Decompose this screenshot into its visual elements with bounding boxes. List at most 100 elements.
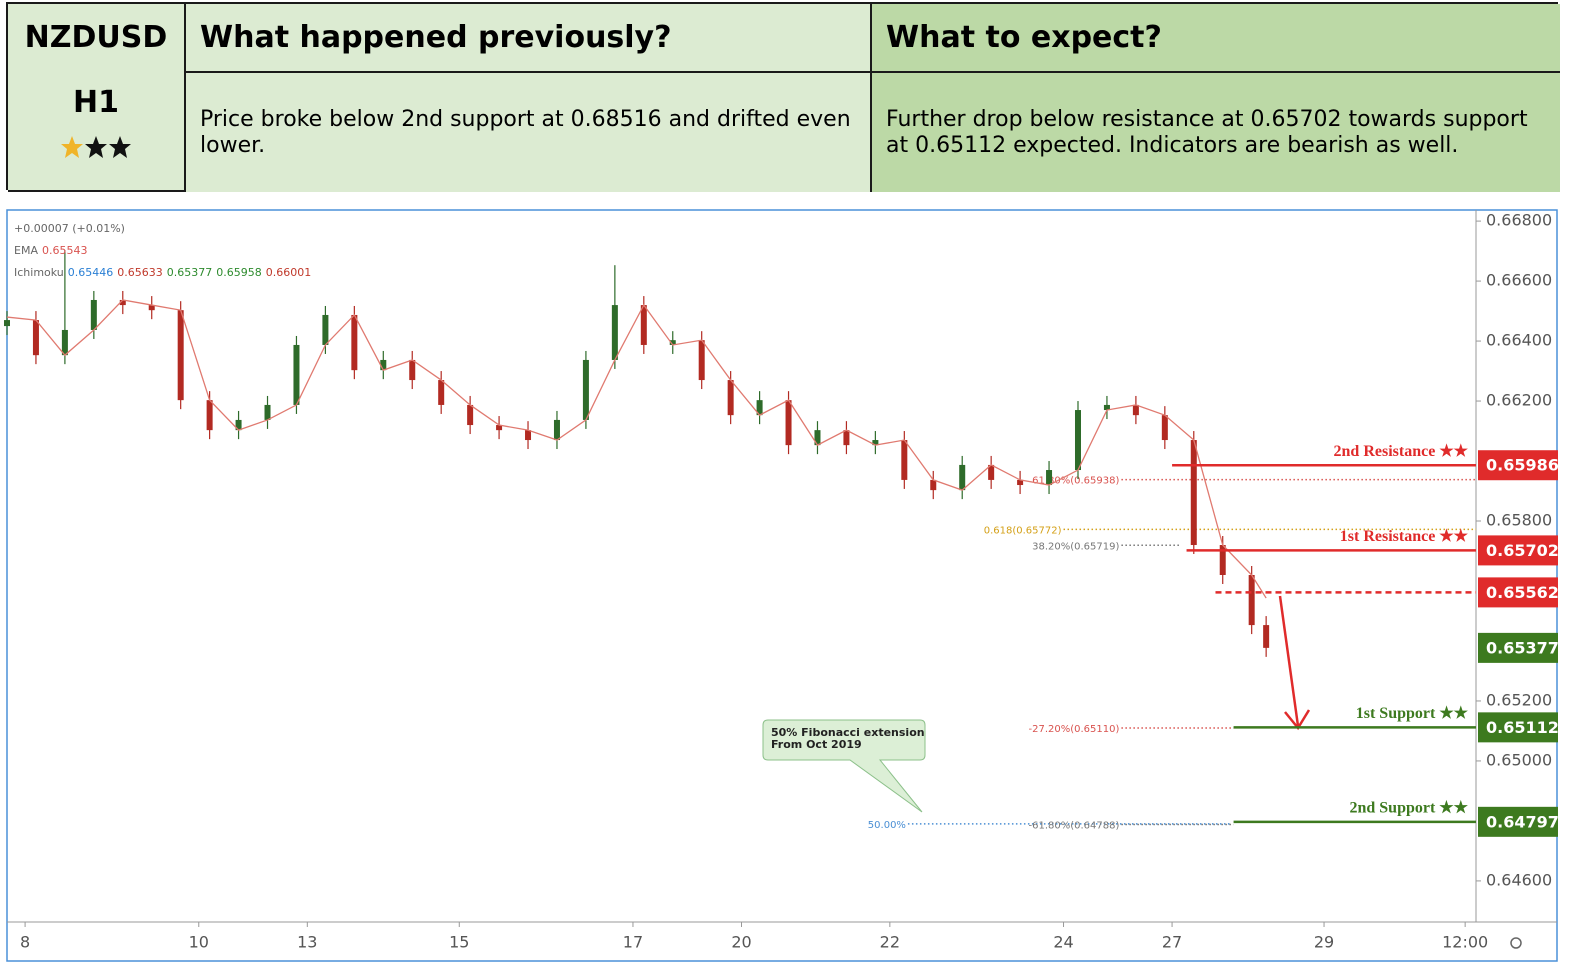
x-tick-label: 22 xyxy=(880,933,900,952)
symbol: NZDUSD xyxy=(24,20,168,55)
ichimoku-value: 0.66001 xyxy=(265,266,312,279)
x-tick-label: 29 xyxy=(1314,933,1334,952)
y-tick-label: 0.65200 xyxy=(1486,690,1552,709)
symbol-cell: NZDUSD H1 xyxy=(8,4,186,192)
expect-text: Further drop below resistance at 0.65702… xyxy=(872,73,1560,192)
candle-body xyxy=(872,440,879,446)
timeframe: H1 xyxy=(73,85,119,120)
ema-value: 0.65543 xyxy=(41,244,88,257)
x-tick-label: 13 xyxy=(297,933,317,952)
price-tag-label: 0.65702 xyxy=(1486,541,1559,560)
ema-name: EMA xyxy=(14,244,38,257)
level-label: 1st Resistance ★★ xyxy=(1340,528,1469,545)
fib-label: 50.00% xyxy=(868,820,906,831)
candle-body xyxy=(380,359,387,371)
candle-body xyxy=(61,329,68,356)
y-tick-label: 0.66200 xyxy=(1486,391,1552,410)
candle-body xyxy=(1017,479,1024,486)
candle-body xyxy=(1263,625,1270,648)
settings-icon[interactable] xyxy=(1510,937,1522,949)
price-tag xyxy=(1478,450,1558,481)
price-tag-label: 0.65377 xyxy=(1486,638,1559,657)
level-label: 2nd Resistance ★★ xyxy=(1334,443,1469,460)
projection-arrow xyxy=(1278,595,1300,727)
rating-stars xyxy=(61,136,131,158)
candle-body xyxy=(148,305,155,311)
fib-label: 0.618(0.65772) xyxy=(984,525,1062,536)
x-tick-label: 24 xyxy=(1053,933,1073,952)
candle-body xyxy=(640,305,647,345)
y-tick-label: 0.65000 xyxy=(1486,750,1552,769)
candle-body xyxy=(930,479,937,491)
price-tag xyxy=(1478,577,1558,608)
candle-body xyxy=(843,430,850,446)
y-tick-label: 0.66400 xyxy=(1486,331,1552,350)
previous-text-span: Price broke below 2nd support at 0.68516… xyxy=(200,106,851,158)
expect-title: What to expect? xyxy=(872,4,1560,73)
candle-body xyxy=(611,305,618,360)
y-tick-label: 0.64600 xyxy=(1486,870,1552,889)
candle-body xyxy=(814,430,821,446)
candle-body xyxy=(438,380,445,405)
candle-body xyxy=(32,320,39,356)
x-tick-label: 27 xyxy=(1162,933,1182,952)
y-tick-label: 0.66600 xyxy=(1486,271,1552,290)
legend-row: Ichimoku 0.65446 0.65633 0.65377 0.65958 0.66… xyxy=(14,262,315,284)
price-change: +0.00007 (+0.01%) xyxy=(14,222,125,235)
fib-label: -61.80%(0.64788) xyxy=(1029,821,1120,832)
indicator-legend: +0.00007 (+0.01%) EMA 0.65543 Ichimoku 0.654… xyxy=(14,218,315,284)
candle-body xyxy=(351,314,358,371)
candle-body xyxy=(525,430,532,441)
candle-body xyxy=(698,340,705,381)
price-tag-label: 0.65562 xyxy=(1486,583,1559,602)
candle-body xyxy=(206,400,213,431)
candle-body xyxy=(1046,470,1053,486)
candle-body xyxy=(756,400,763,416)
annotation-line: From Oct 2019 xyxy=(771,738,862,751)
expect-text-span: Further drop below resistance at 0.65702… xyxy=(886,106,1528,158)
candle-body xyxy=(119,299,126,306)
header-table: NZDUSD H1 What happened previously? What… xyxy=(6,2,1560,192)
candle-body xyxy=(669,340,676,345)
x-tick-label: 10 xyxy=(189,933,209,952)
ichimoku-value: 0.65958 xyxy=(216,266,262,279)
fib-label: 61.80%(0.65938) xyxy=(1032,476,1119,487)
candle-body xyxy=(1161,415,1168,441)
candle-body xyxy=(1248,574,1255,626)
y-tick-label: 0.66800 xyxy=(1486,211,1552,230)
x-tick-label: 8 xyxy=(20,933,30,952)
previous-text: Price broke below 2nd support at 0.68516… xyxy=(186,73,872,192)
candle-body xyxy=(901,440,908,480)
price-tag xyxy=(1478,712,1558,743)
candle-body xyxy=(235,419,242,431)
candle-body xyxy=(988,464,995,480)
level-label: 2nd Support ★★ xyxy=(1349,800,1468,817)
fib-label: 38.20%(0.65719) xyxy=(1032,541,1119,552)
ichimoku-name: Ichimoku xyxy=(14,266,64,279)
x-tick-label: 12:00 xyxy=(1442,933,1488,952)
candle-body xyxy=(727,380,734,416)
price-tag xyxy=(1478,632,1558,663)
previous-title: What happened previously? xyxy=(186,4,872,73)
price-tag-label: 0.65986 xyxy=(1486,456,1559,475)
candle-body xyxy=(467,404,474,426)
annotation-box: 50% Fibonacci extension From Oct 2019 xyxy=(762,719,926,813)
candle-body xyxy=(1219,545,1226,575)
candle-body xyxy=(264,404,271,420)
price-tag xyxy=(1478,806,1558,837)
x-tick-label: 15 xyxy=(449,933,469,952)
candle-body xyxy=(409,359,416,381)
x-tick-label: 20 xyxy=(731,933,751,952)
legend-row: EMA 0.65543 xyxy=(14,240,315,262)
candle-body xyxy=(177,310,184,401)
ichimoku-value: 0.65446 xyxy=(67,266,114,279)
candle-body xyxy=(1190,440,1197,546)
ichimoku-value: 0.65377 xyxy=(166,266,213,279)
candle-body xyxy=(496,425,503,431)
price-tag xyxy=(1478,535,1558,566)
x-tick-label: 17 xyxy=(623,933,643,952)
candle-body xyxy=(322,314,329,345)
legend-row: +0.00007 (+0.01%) xyxy=(14,218,315,240)
candle-body xyxy=(1103,404,1110,411)
candle-body xyxy=(1132,404,1139,416)
